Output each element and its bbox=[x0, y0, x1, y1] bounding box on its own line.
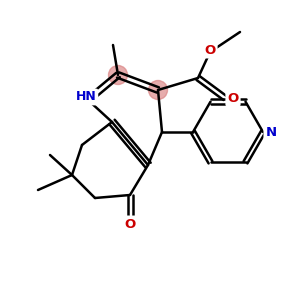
Text: O: O bbox=[204, 44, 216, 56]
Text: O: O bbox=[227, 92, 239, 104]
Text: HN: HN bbox=[76, 91, 96, 103]
Circle shape bbox=[148, 80, 167, 100]
Circle shape bbox=[109, 65, 128, 85]
Text: O: O bbox=[124, 218, 136, 230]
Text: N: N bbox=[266, 125, 277, 139]
